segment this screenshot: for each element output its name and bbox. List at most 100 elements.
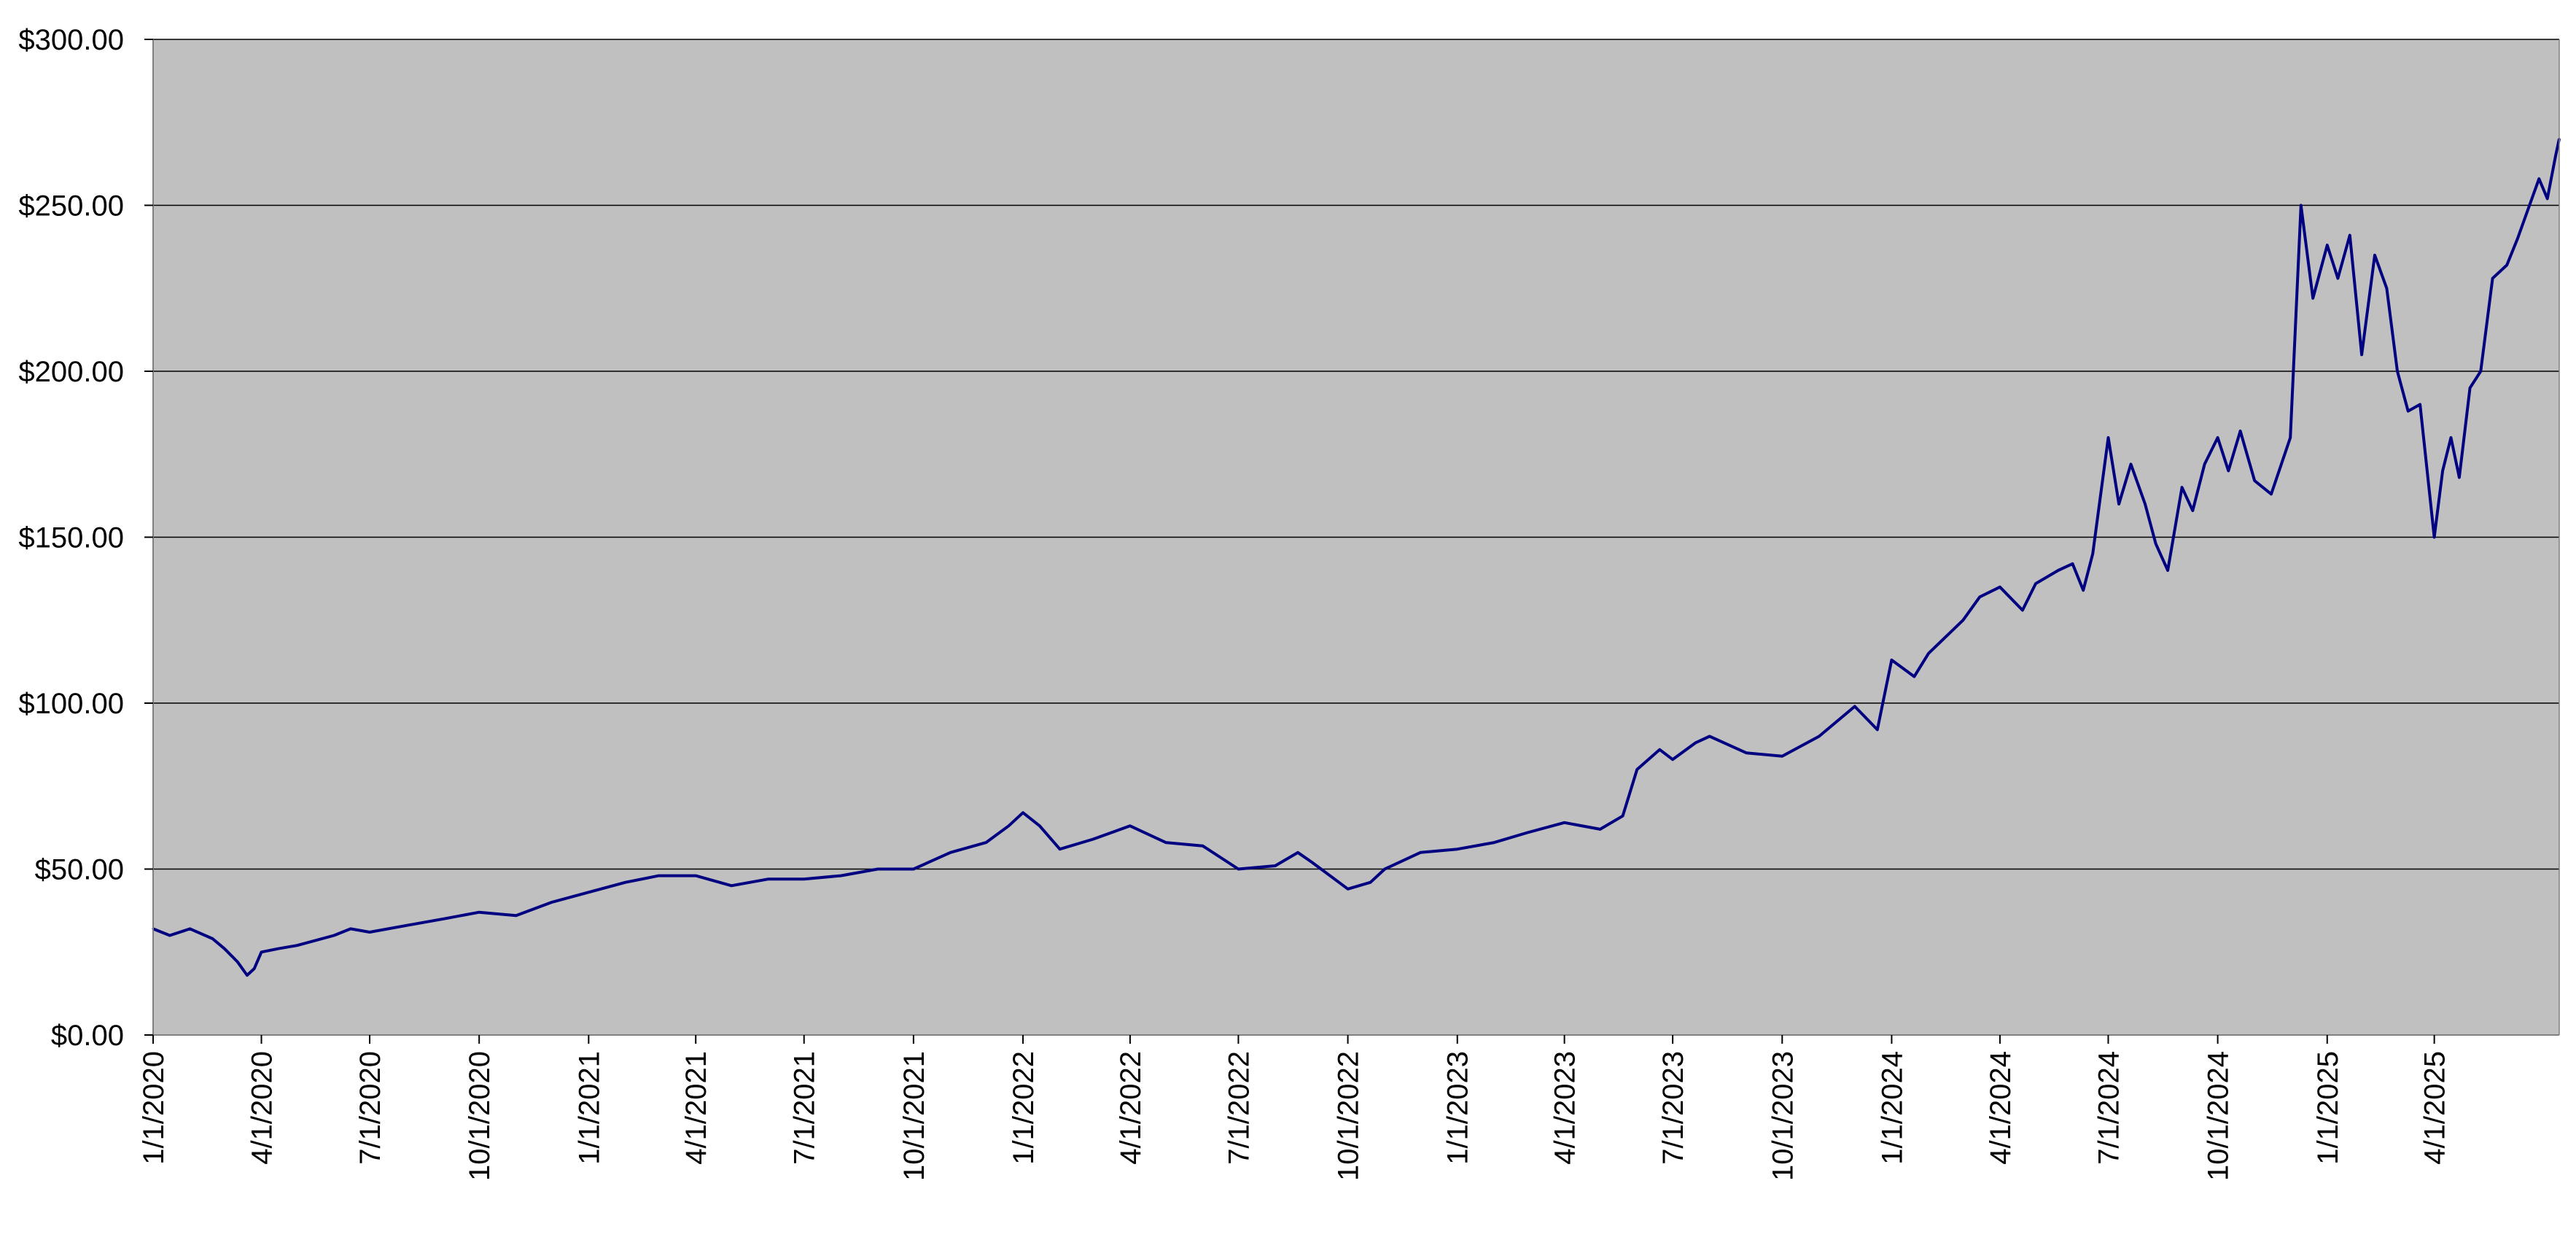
data-point	[730, 884, 733, 887]
x-tick-label-14: 7/1/2023	[1657, 1051, 1689, 1165]
data-point	[1599, 828, 1602, 831]
data-point	[2144, 503, 2147, 505]
data-point	[2203, 462, 2206, 465]
data-point	[1526, 831, 1529, 834]
series-line-layer	[152, 138, 2561, 977]
data-point	[1912, 675, 1915, 678]
x-tick-label-15: 10/1/2023	[1767, 1051, 1799, 1181]
data-point	[1635, 768, 1638, 771]
data-point	[550, 901, 553, 904]
data-point	[168, 934, 171, 937]
data-point	[1818, 735, 1821, 737]
data-point	[2479, 370, 2482, 373]
data-point	[2117, 503, 2120, 505]
data-point	[1296, 851, 1299, 854]
x-tick-label-17: 4/1/2024	[1985, 1051, 2017, 1165]
data-point	[624, 881, 627, 884]
data-point	[2505, 263, 2508, 266]
x-tick-label-9: 4/1/2022	[1115, 1051, 1147, 1165]
data-point	[478, 911, 480, 914]
data-point	[1007, 824, 1010, 827]
data-point	[2253, 479, 2256, 482]
data-point	[1456, 848, 1459, 850]
data-point	[2449, 436, 2452, 439]
x-tick-label-19: 10/1/2024	[2203, 1051, 2235, 1181]
x-tick-label-10: 7/1/2022	[1223, 1051, 1255, 1165]
data-point	[1876, 728, 1879, 731]
y-tick-label-3: $150.00	[18, 522, 124, 554]
data-point	[2155, 543, 2157, 546]
x-tick-label-4: 1/1/2021	[573, 1051, 605, 1165]
data-point	[1978, 595, 1981, 598]
x-tick-label-18: 7/1/2024	[2093, 1051, 2125, 1165]
data-point	[1347, 888, 1350, 891]
y-tick-label-1: $50.00	[35, 854, 124, 886]
data-point	[2239, 430, 2242, 433]
data-point	[211, 937, 214, 940]
data-point	[236, 961, 239, 964]
data-point	[332, 934, 335, 937]
data-point	[2373, 254, 2376, 257]
data-point	[2360, 353, 2363, 356]
x-tick-label-8: 1/1/2022	[1008, 1051, 1040, 1165]
data-point	[189, 927, 192, 930]
data-point	[1671, 758, 1674, 761]
data-point	[912, 868, 915, 870]
data-point	[1311, 861, 1314, 864]
data-point	[2326, 244, 2329, 247]
data-point	[694, 875, 697, 877]
x-tick-label-6: 7/1/2021	[789, 1051, 821, 1165]
data-point	[2336, 277, 2339, 280]
data-point	[253, 967, 256, 970]
y-tick-label-4: $200.00	[18, 356, 124, 388]
data-point	[839, 875, 842, 877]
data-point	[1622, 815, 1624, 818]
data-point	[1274, 864, 1277, 867]
x-tick-label-0: 1/1/2020	[138, 1051, 170, 1165]
data-point	[2300, 204, 2303, 206]
x-tick-label-13: 4/1/2023	[1549, 1051, 1581, 1165]
x-tick-label-16: 1/1/2024	[1876, 1051, 1908, 1165]
x-tick-label-7: 10/1/2021	[898, 1051, 930, 1181]
data-point	[515, 914, 518, 917]
data-point	[1781, 755, 1783, 758]
data-point	[1129, 824, 1132, 827]
data-point	[1201, 845, 1204, 848]
data-point	[1038, 824, 1041, 827]
data-point	[658, 875, 661, 877]
data-point	[1369, 881, 1372, 884]
data-point	[223, 947, 226, 950]
data-point	[2227, 470, 2230, 472]
data-point	[767, 877, 770, 880]
x-tick-label-11: 10/1/2022	[1333, 1051, 1365, 1181]
data-point	[405, 924, 408, 927]
data-point	[2433, 536, 2436, 538]
data-point	[2554, 154, 2557, 157]
data-point	[2396, 370, 2399, 373]
data-point	[803, 877, 806, 880]
data-point	[1708, 735, 1711, 737]
data-point	[2419, 403, 2421, 406]
data-point	[1092, 838, 1094, 841]
x-tick-label-5: 4/1/2021	[680, 1051, 712, 1165]
x-tick-label-3: 10/1/2020	[464, 1051, 496, 1181]
data-point	[1658, 748, 1661, 751]
data-point	[949, 851, 952, 854]
data-point	[1419, 851, 1422, 854]
data-point	[2071, 562, 2074, 565]
data-point	[2311, 297, 2314, 300]
data-point	[2349, 233, 2351, 236]
data-point	[1383, 868, 1386, 870]
data-point	[2217, 436, 2219, 439]
data-point	[2516, 237, 2519, 240]
x-tick-label-2: 7/1/2020	[354, 1051, 386, 1165]
data-point	[2546, 197, 2549, 200]
data-point	[2034, 582, 2037, 585]
data-point	[1961, 619, 1964, 621]
data-point	[2491, 277, 2494, 280]
data-point	[2021, 609, 2024, 612]
data-point	[2469, 387, 2472, 389]
data-point	[1164, 841, 1167, 844]
data-point	[1927, 652, 1930, 655]
data-point	[1745, 751, 1748, 754]
